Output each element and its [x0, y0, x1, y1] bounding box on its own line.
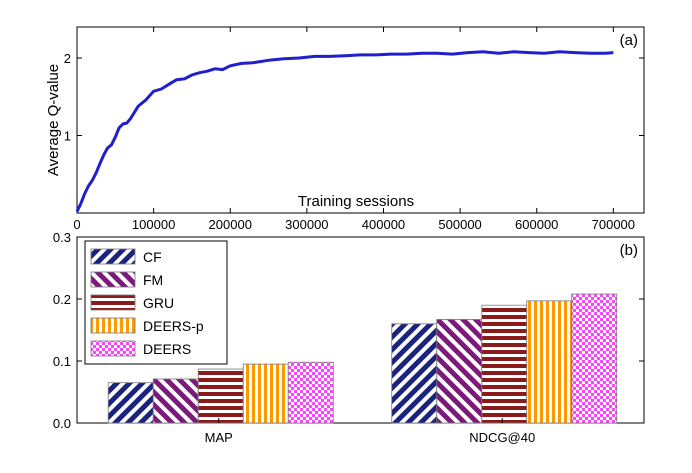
- panel-a-x-ticks: 0 100000 200000 300000 400000 500000 600000 700…: [73, 27, 635, 232]
- panel-a-x-axis-label: Training sessions: [298, 193, 414, 210]
- panel-a-x-tick-label: 400000: [362, 217, 405, 232]
- panel-a-y-axis-label: Average Q-value: [45, 64, 62, 176]
- panel-a-x-tick-label: 200000: [209, 217, 252, 232]
- panel-b-y-tick-label: 0.2: [53, 292, 71, 307]
- panel-b-category-labels: MAP NDCG@40: [205, 418, 535, 445]
- panel-b-y-ticks: 0.0 0.1 0.2 0.3: [53, 230, 644, 431]
- panel-a-x-tick-label: 0: [73, 217, 80, 232]
- legend-swatch-gru: [90, 294, 136, 311]
- panel-b-label: (b): [620, 242, 638, 259]
- legend-label-deers: DEERS: [143, 341, 191, 357]
- legend-label-gru: GRU: [143, 295, 174, 311]
- panel-a-y-tick-label: 1: [64, 129, 71, 144]
- bar-deers-p-map: [242, 363, 289, 424]
- panel-b-bars: [107, 293, 618, 424]
- panel-a-x-tick-label: 600000: [515, 217, 558, 232]
- legend-swatch-fm: [90, 271, 136, 288]
- bar-fm-map: [152, 378, 199, 424]
- panel-a-x-tick-label: 500000: [438, 217, 481, 232]
- panel-b-y-tick-label: 0.1: [53, 354, 71, 369]
- legend-swatch-cf: [90, 248, 136, 265]
- bar-fm-ndcg-40: [436, 319, 483, 424]
- panel-a-frame: [76, 26, 645, 214]
- bar-deers-p-ndcg-40: [526, 300, 573, 424]
- legend-swatch-deers-p: [90, 317, 136, 334]
- bar-gru-ndcg-40: [481, 304, 528, 424]
- panel-a-label: (a): [620, 32, 638, 49]
- bar-gru-map: [197, 368, 244, 424]
- bar-cf-ndcg-40: [391, 323, 438, 424]
- category-label: MAP: [205, 430, 233, 445]
- legend-swatch-deers: [90, 340, 136, 357]
- panel-b-legend: CF FM GRU DEERS-p DEERS: [84, 240, 228, 365]
- legend-label-deers-p: DEERS-p: [143, 318, 204, 334]
- panel-b: (b) 0.0 0.1 0.2 0.3 MAP NDCG@40 CF FM GRU DEERS…: [53, 230, 645, 445]
- panel-a-y-ticks: 12: [64, 51, 644, 144]
- panel-b-frame: [76, 236, 645, 424]
- legend-label-cf: CF: [143, 249, 162, 265]
- panel-b-y-tick-label: 0.0: [53, 416, 71, 431]
- bar-cf-map: [107, 382, 154, 424]
- panel-b-y-tick-label: 0.3: [53, 230, 71, 245]
- panel-a-x-tick-label: 700000: [592, 217, 635, 232]
- panel-a-x-tick-label: 300000: [285, 217, 328, 232]
- panel-a-series-line-0: [75, 50, 614, 213]
- category-label: NDCG@40: [469, 430, 535, 445]
- bar-deers-map: [287, 361, 334, 424]
- panel-a-x-tick-label: 100000: [132, 217, 175, 232]
- legend-label-fm: FM: [143, 272, 163, 288]
- panel-a-series: [75, 50, 614, 213]
- bar-deers-ndcg-40: [571, 293, 618, 424]
- panel-a: (a) Training sessions Average Q-value 0 1…: [45, 26, 645, 232]
- panel-a-y-tick-label: 2: [64, 51, 71, 66]
